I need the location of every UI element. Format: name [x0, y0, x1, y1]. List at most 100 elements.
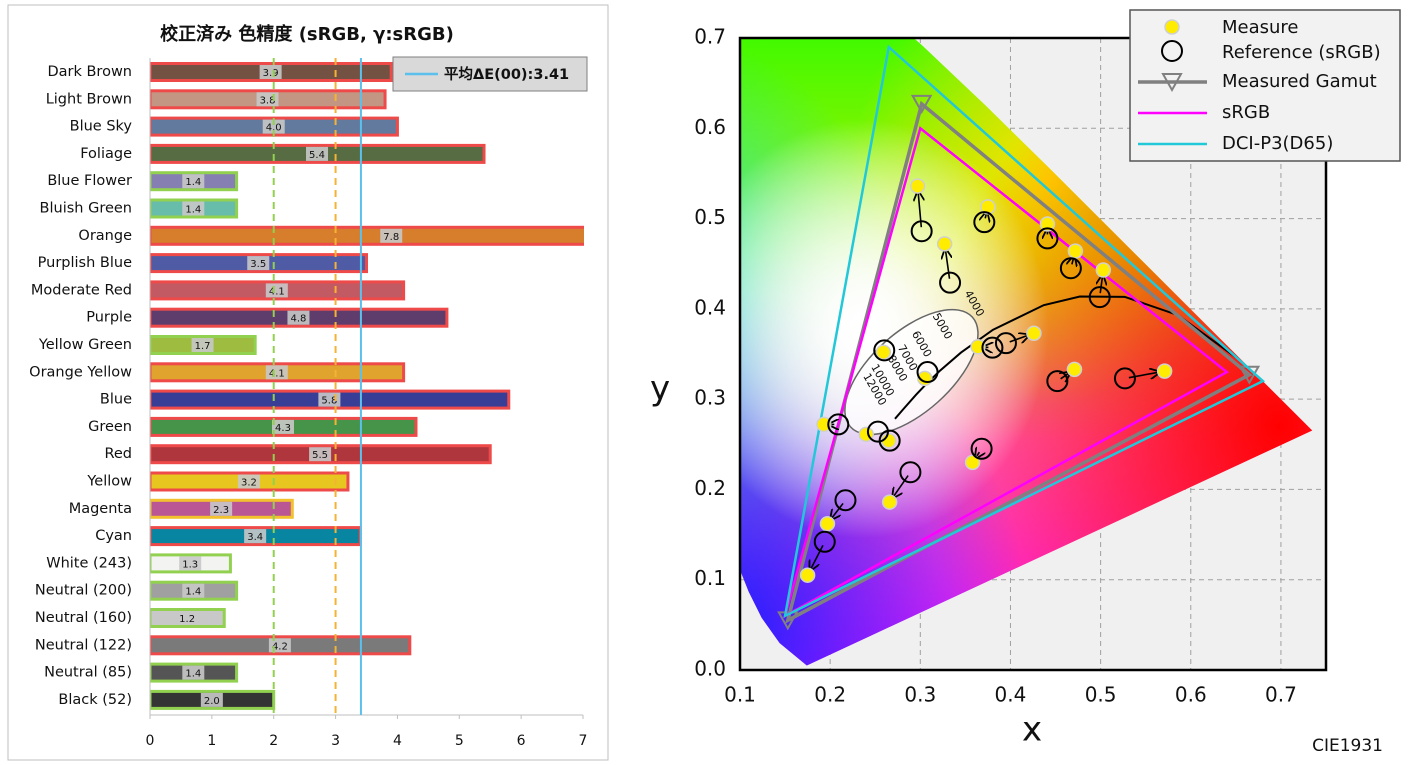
x-tick-label: 5 — [455, 733, 464, 749]
locus — [740, 38, 1313, 666]
value-label: 5.4 — [309, 150, 325, 161]
shift-arrow — [1009, 335, 1029, 342]
category-label: Dark Brown — [47, 64, 132, 80]
value-label-box — [262, 119, 285, 134]
measure-point — [964, 454, 981, 471]
reference-point — [878, 429, 901, 452]
value-label: 4.3 — [275, 423, 291, 434]
category-label: Blue Sky — [70, 119, 133, 135]
category-label: Orange — [78, 228, 132, 244]
measure-point — [1156, 363, 1173, 379]
category-label: Yellow — [86, 474, 132, 490]
reference-point — [994, 332, 1017, 355]
value-label: 3.8 — [260, 95, 276, 106]
x-tick-label: 6 — [517, 733, 526, 749]
category-label: Neutral (122) — [35, 637, 132, 653]
value-label-box — [182, 583, 205, 598]
reference-point — [873, 339, 896, 362]
measure-point — [909, 178, 926, 194]
gamut-marker — [910, 94, 933, 114]
reference-point — [981, 336, 1004, 359]
gamut-triangle — [783, 44, 1266, 619]
value-label-box — [182, 665, 205, 680]
reference-point — [939, 271, 962, 294]
value-label-box — [306, 146, 329, 161]
value-label: 3.4 — [247, 532, 263, 543]
value-label: 1.3 — [182, 559, 198, 570]
category-label: Light Brown — [46, 91, 132, 107]
value-label: 3.9 — [263, 68, 279, 79]
y-tick-label: 0.3 — [694, 386, 726, 410]
category-label: Neutral (85) — [44, 665, 132, 681]
reference-point — [1046, 370, 1069, 393]
cct-ellipse — [844, 308, 979, 436]
value-label: 3.2 — [241, 478, 257, 489]
x-tick-label: 0.3 — [904, 683, 936, 707]
category-label: Orange Yellow — [29, 364, 132, 380]
value-label: 5.8 — [321, 396, 337, 407]
value-label-box — [380, 228, 403, 243]
category-label: Black (52) — [58, 692, 132, 708]
x-tick-label: 3 — [331, 733, 340, 749]
y-tick-label: 0.4 — [694, 295, 726, 319]
value-label: 1.4 — [185, 177, 201, 188]
category-label: Blue — [100, 392, 132, 408]
category-label: Neutral (200) — [35, 583, 132, 599]
legend-marker — [1161, 73, 1183, 93]
value-label-box — [176, 611, 199, 625]
value-label: 4.0 — [266, 123, 282, 134]
category-label: Purplish Blue — [38, 255, 132, 271]
x-tick-label: 0.2 — [814, 683, 846, 707]
measure-point — [1095, 262, 1112, 278]
x-tick-label: 0.7 — [1265, 683, 1297, 707]
shift-arrow — [893, 475, 909, 498]
y-tick-label: 0.1 — [694, 566, 726, 590]
category-label: Foliage — [80, 146, 132, 162]
gamut-marker — [777, 611, 799, 631]
reference-point — [1036, 227, 1059, 250]
x-tick-label: 0.5 — [1085, 683, 1117, 707]
note: CIE1931 — [1312, 736, 1383, 756]
category-label: Neutral (160) — [35, 610, 132, 626]
reference-point — [1059, 257, 1082, 280]
value-label-box — [271, 419, 294, 434]
value-label-box — [265, 283, 288, 298]
x-tick-label: 0.6 — [1175, 683, 1207, 707]
legend-label: Measure — [1222, 17, 1299, 38]
measure-point — [970, 339, 986, 355]
x-tick-label: 4 — [393, 733, 402, 749]
reference-point — [910, 220, 933, 243]
measure-point — [816, 416, 832, 433]
y-tick-label: 0.7 — [694, 25, 726, 49]
reference-point — [827, 413, 850, 436]
reference-point — [1088, 286, 1111, 309]
reference-point — [916, 361, 939, 384]
category-label: White (243) — [46, 555, 132, 571]
legend-swatch — [1164, 19, 1180, 35]
measure-point — [881, 494, 898, 510]
x-tick-label: 0 — [146, 733, 155, 749]
measure-point — [1067, 243, 1084, 259]
shift-arrow — [830, 502, 844, 519]
measure-point — [799, 567, 816, 583]
reference-point — [973, 211, 996, 234]
value-label-box — [244, 529, 267, 544]
category-label: Bluish Green — [40, 201, 132, 217]
measure-point — [936, 236, 953, 252]
y-axis-label: y — [650, 369, 670, 409]
value-label: 4.8 — [291, 314, 307, 325]
measure-point — [875, 344, 892, 360]
value-label-box — [287, 310, 310, 325]
reference-point — [970, 437, 993, 460]
value-label: 2.0 — [204, 696, 220, 707]
category-label: Cyan — [95, 528, 132, 544]
value-label: 7.8 — [383, 232, 399, 243]
value-label: 1.4 — [185, 669, 201, 680]
reference-point — [834, 489, 857, 512]
legend-label: Reference (sRGB) — [1222, 42, 1381, 63]
legend-label: sRGB — [1222, 102, 1270, 123]
category-label: Yellow Green — [38, 337, 132, 353]
plot-frame — [738, 36, 1328, 672]
legend-swatch — [1161, 40, 1183, 62]
value-label-box — [182, 174, 205, 189]
